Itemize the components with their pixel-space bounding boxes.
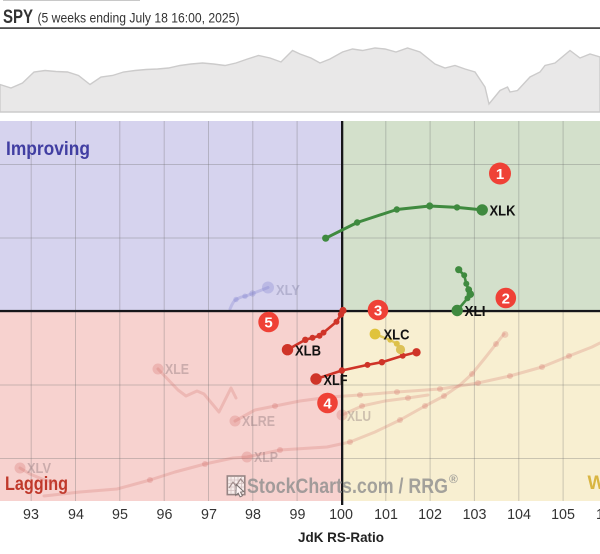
svg-text:SPY: SPY — [3, 6, 33, 28]
svg-text:2: 2 — [502, 290, 510, 307]
svg-text:93: 93 — [23, 507, 39, 523]
svg-text:XLB: XLB — [295, 343, 321, 360]
svg-text:XLP: XLP — [254, 450, 278, 466]
svg-text:(5 weeks ending July 18 16:00,: (5 weeks ending July 18 16:00, 2025) — [38, 10, 240, 26]
svg-text:XLV: XLV — [27, 461, 51, 477]
svg-text:104: 104 — [507, 507, 531, 523]
svg-text:JdK RS-Ratio: JdK RS-Ratio — [298, 529, 384, 545]
svg-text:5: 5 — [264, 314, 272, 331]
svg-text:98: 98 — [245, 507, 261, 523]
svg-text:XLU: XLU — [347, 409, 371, 425]
svg-text:®: ® — [449, 472, 458, 486]
svg-text:4: 4 — [323, 395, 332, 412]
svg-text:99: 99 — [290, 507, 306, 523]
svg-text:XLI: XLI — [465, 303, 486, 320]
svg-text:Lagging: Lagging — [5, 474, 68, 495]
svg-text:StockCharts.com / RRG: StockCharts.com / RRG — [247, 475, 448, 498]
svg-text:3: 3 — [374, 302, 382, 319]
svg-text:96: 96 — [157, 507, 173, 523]
svg-text:97: 97 — [201, 507, 217, 523]
svg-text:102: 102 — [418, 507, 442, 523]
svg-text:XLF: XLF — [324, 372, 348, 389]
svg-text:W: W — [588, 473, 600, 494]
svg-text:10: 10 — [596, 507, 600, 523]
svg-text:94: 94 — [68, 507, 84, 523]
svg-text:103: 103 — [463, 507, 487, 523]
svg-text:1: 1 — [496, 166, 504, 183]
svg-text:XLE: XLE — [165, 362, 189, 378]
svg-text:XLK: XLK — [490, 203, 516, 220]
svg-text:XLRE: XLRE — [242, 414, 275, 430]
svg-text:101: 101 — [374, 507, 398, 523]
svg-text:XLY: XLY — [276, 283, 300, 299]
svg-text:Improving: Improving — [6, 139, 90, 160]
svg-text:100: 100 — [329, 507, 353, 523]
svg-text:95: 95 — [112, 507, 128, 523]
svg-text:XLC: XLC — [384, 327, 410, 344]
svg-text:105: 105 — [551, 507, 575, 523]
